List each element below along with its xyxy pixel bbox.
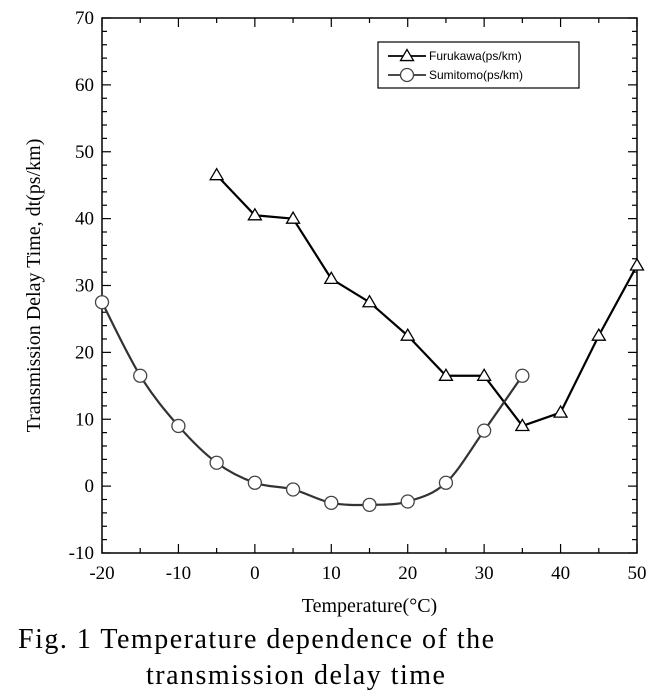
data-point xyxy=(438,475,454,490)
legend-entry: Furukawa(ps/km) xyxy=(429,49,522,63)
data-point xyxy=(323,271,339,285)
x-tick-label: -10 xyxy=(166,563,191,584)
y-tick-label: 50 xyxy=(75,142,94,163)
data-point xyxy=(94,295,110,310)
data-point xyxy=(285,210,301,224)
figure-caption: Fig. 1 Temperature dependence of the tra… xyxy=(18,622,638,694)
legend: Furukawa(ps/km) Sumitomo(ps/km) xyxy=(377,41,580,89)
data-point xyxy=(515,368,530,383)
data-point xyxy=(362,497,377,513)
series-line xyxy=(101,301,524,507)
plot-frame xyxy=(101,17,638,554)
legend-entry: Sumitomo(ps/km) xyxy=(429,68,523,82)
data-point xyxy=(552,404,569,418)
data-point xyxy=(361,294,378,308)
x-tick-label: -20 xyxy=(89,563,114,584)
y-tick-label: 40 xyxy=(75,209,94,230)
caption-line-1: Fig. 1 Temperature dependence of the xyxy=(18,624,496,655)
series-line xyxy=(215,174,638,428)
x-axis-label: Temperature(°C) xyxy=(302,595,437,617)
y-tick-label: 30 xyxy=(75,276,94,297)
caption-line-2: transmission delay time xyxy=(146,660,447,691)
y-axis-label: Transmission Delay Time, dt(ps/km) xyxy=(23,139,45,433)
y-tick-label: -10 xyxy=(69,543,94,564)
data-point xyxy=(476,423,492,438)
data-point xyxy=(629,257,645,271)
data-point xyxy=(324,495,339,510)
y-tick-label: 10 xyxy=(75,409,94,430)
data-point xyxy=(171,418,186,434)
data-point xyxy=(400,494,415,509)
legend-marker xyxy=(399,48,415,62)
y-tick-label: 70 xyxy=(75,8,94,29)
y-tick-label: 20 xyxy=(75,342,94,363)
series-1 xyxy=(209,167,645,432)
data-point xyxy=(438,367,454,381)
data-point xyxy=(247,207,263,221)
data-point xyxy=(247,475,263,490)
data-point xyxy=(133,368,148,383)
x-tick-label: 40 xyxy=(551,563,570,584)
data-point xyxy=(591,327,607,341)
y-tick-label: 60 xyxy=(75,75,94,96)
series-2 xyxy=(94,295,530,513)
y-tick-label: 0 xyxy=(85,476,95,497)
data-point xyxy=(400,327,416,341)
legend-marker xyxy=(399,67,415,83)
data-point xyxy=(476,367,492,381)
x-tick-label: 30 xyxy=(475,563,494,584)
data-point xyxy=(285,482,301,497)
data-point xyxy=(209,455,224,470)
data-point xyxy=(209,167,225,181)
x-tick-label: 10 xyxy=(322,563,341,584)
x-tick-label: 50 xyxy=(628,563,647,584)
x-tick-label: 20 xyxy=(398,563,417,584)
data-point xyxy=(514,418,530,432)
chart-series xyxy=(94,167,645,513)
x-tick-label: 0 xyxy=(250,563,260,584)
